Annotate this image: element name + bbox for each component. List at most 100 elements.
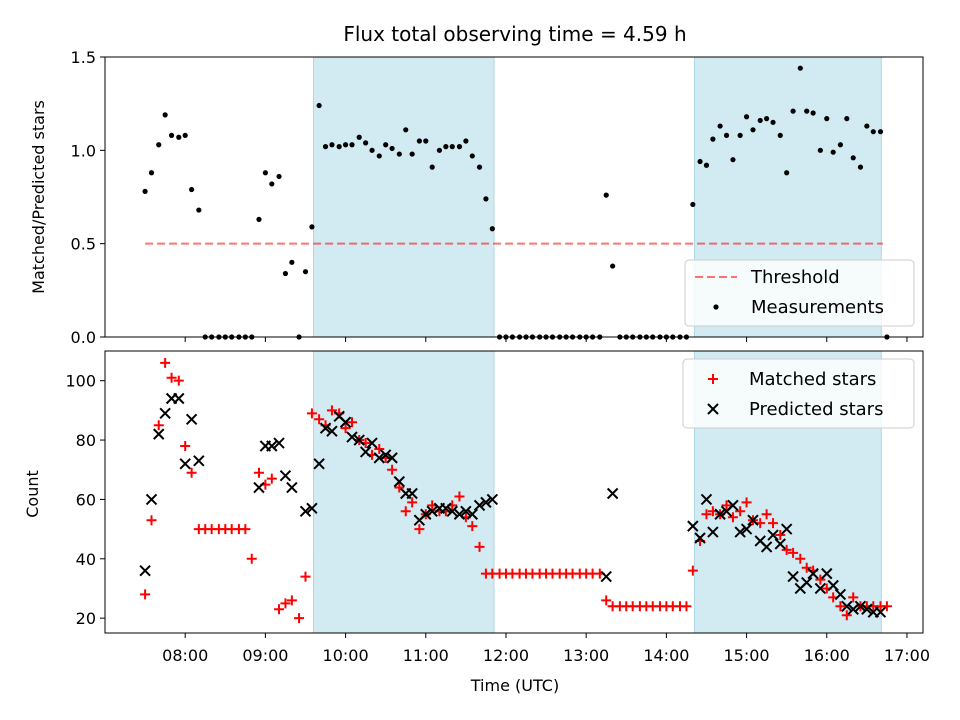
- y-tick-label: 1.5: [71, 48, 96, 67]
- measurement-point: [416, 138, 422, 144]
- matched-star-point: [721, 500, 732, 511]
- predicted-star-point: [159, 407, 171, 420]
- measurement-point: [409, 151, 415, 157]
- predicted-star-point: [359, 446, 372, 458]
- measurement-point: [423, 138, 429, 144]
- predicted-star-point: [687, 520, 699, 532]
- predicted-star-point: [299, 505, 312, 518]
- matched-star-point: [240, 524, 251, 535]
- predicted-star-point: [714, 508, 726, 520]
- matched-star-point: [266, 473, 277, 484]
- matched-star-point: [253, 467, 264, 478]
- predicted-star-point: [780, 523, 793, 535]
- measurement-point: [730, 157, 736, 163]
- matched-star-point: [300, 571, 311, 582]
- measurement-point: [469, 153, 475, 159]
- matched-star-point: [848, 592, 859, 603]
- predicted-star-point: [460, 505, 472, 518]
- x-tick-label: 11:00: [403, 646, 449, 665]
- matched-star-point: [286, 595, 297, 606]
- matched-star-point: [835, 601, 846, 612]
- observing-interval-shade: [313, 56, 495, 338]
- matched-star-point: [681, 601, 692, 612]
- predicted-star-point: [440, 502, 452, 515]
- predicted-star-point: [426, 505, 438, 518]
- y-tick-label: 100: [65, 372, 96, 391]
- legend-predicted-swatch: [707, 403, 719, 415]
- matched-star-point: [140, 589, 151, 600]
- measurement-point: [784, 170, 790, 176]
- measurement-point: [142, 188, 148, 194]
- measurement-point: [342, 142, 349, 148]
- matched-star-point: [160, 357, 171, 368]
- matched-star-point: [795, 553, 806, 564]
- measurement-point: [262, 170, 268, 176]
- measurement-point: [176, 134, 182, 140]
- measurement-point: [824, 116, 830, 122]
- predicted-star-point: [420, 508, 432, 520]
- series-matched-stars: [140, 357, 892, 624]
- matched-star-point: [394, 482, 405, 493]
- measurement-point: [156, 142, 162, 148]
- legend: Matched stars Predicted stars: [682, 358, 915, 429]
- measurement-point: [369, 147, 375, 153]
- predicted-star-point: [787, 570, 799, 583]
- predicted-star-point: [153, 428, 165, 440]
- measurement-point: [449, 144, 455, 150]
- panel-ratio: 0.0 0.5 1.0 1.5 Threshold Measurements: [71, 48, 924, 347]
- x-tick-label: 13:00: [563, 646, 609, 665]
- legend-predicted-label: Predicted stars: [749, 399, 883, 420]
- matched-star-point: [881, 601, 892, 612]
- measurement-point: [403, 127, 409, 133]
- measurement-point: [356, 134, 362, 140]
- predicted-star-point: [747, 514, 759, 526]
- predicted-star-point: [366, 437, 378, 449]
- x-tick-label: 16:00: [804, 646, 850, 665]
- measurement-point: [737, 132, 743, 138]
- matched-star-point: [246, 553, 257, 564]
- matched-star-point: [454, 491, 465, 502]
- measurement-point: [764, 116, 770, 122]
- matched-star-point: [687, 565, 698, 576]
- predicted-star-point: [760, 541, 773, 553]
- predicted-star-point: [306, 502, 318, 515]
- measurement-point: [189, 186, 195, 193]
- measurement-point: [864, 123, 870, 129]
- matched-star-point: [701, 509, 712, 520]
- predicted-star-point: [193, 455, 205, 467]
- predicted-star-point: [727, 499, 739, 512]
- y-tick-label: 0.5: [71, 235, 96, 254]
- predicted-star-point: [466, 508, 479, 520]
- matched-star-point: [741, 497, 752, 508]
- predicted-star-point: [767, 529, 779, 541]
- predicted-star-point: [814, 582, 827, 595]
- predicted-star-point: [279, 469, 292, 482]
- measurement-point: [857, 164, 864, 170]
- matched-star-point: [347, 417, 358, 428]
- predicted-star-point: [286, 481, 298, 494]
- measurement-point: [703, 162, 710, 168]
- predicted-star-point: [841, 600, 853, 612]
- predicted-star-point: [700, 493, 713, 506]
- matched-star-point: [801, 562, 812, 573]
- predicted-star-point: [740, 523, 753, 535]
- x-tick-label: 15:00: [724, 646, 770, 665]
- measurement-point: [363, 140, 369, 146]
- measurement-point: [148, 170, 155, 176]
- matched-star-point: [601, 595, 612, 606]
- predicted-star-point: [734, 526, 746, 538]
- chart-title: Flux total observing time = 4.59 h: [343, 22, 686, 46]
- predicted-star-point: [821, 567, 833, 580]
- matched-star-point: [186, 467, 197, 478]
- measurement-point: [850, 155, 856, 161]
- measurement-point: [817, 147, 823, 153]
- legend-measurement-swatch: [713, 304, 719, 310]
- measurement-point: [196, 207, 202, 213]
- matched-star-point: [280, 598, 291, 609]
- predicted-star-point: [473, 499, 486, 512]
- measurement-point: [336, 144, 342, 150]
- matched-star-point: [815, 574, 826, 585]
- measurement-point: [349, 142, 355, 148]
- predicted-star-point: [694, 532, 706, 544]
